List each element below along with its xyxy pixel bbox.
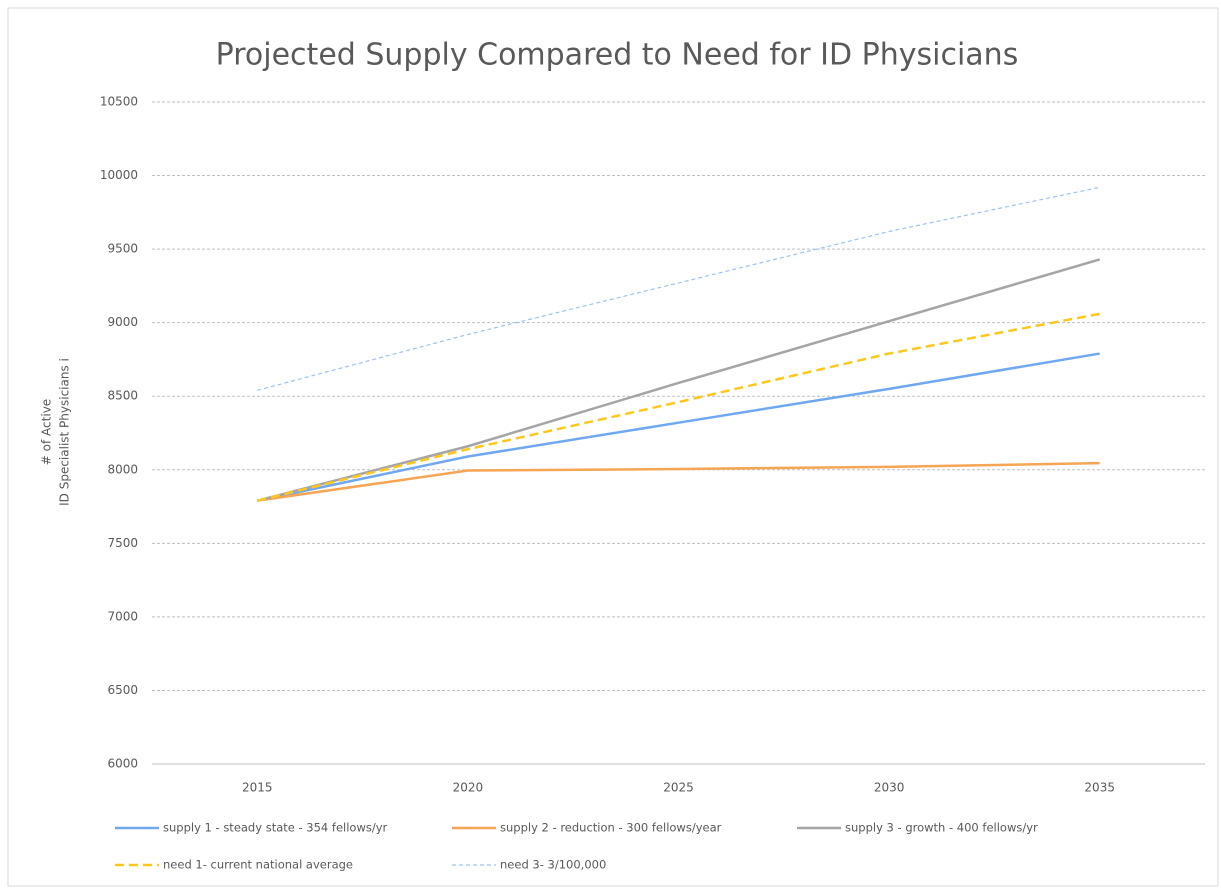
y-tick-label: 9500 — [107, 242, 138, 256]
x-tick-label: 2025 — [663, 781, 694, 795]
series-line — [257, 312, 1100, 502]
y-tick-label: 8500 — [107, 389, 138, 403]
y-tick-label: 10500 — [100, 95, 138, 109]
x-tick-label: 2035 — [1084, 781, 1115, 795]
chart-border — [7, 7, 1219, 887]
series-line — [257, 461, 1100, 502]
legend-label: need 1- current national average — [163, 858, 353, 872]
y-tick-label: 9000 — [107, 315, 138, 329]
series-line — [257, 186, 1100, 391]
y-tick-label: 10000 — [100, 168, 138, 182]
x-tick-label: 2030 — [874, 781, 905, 795]
x-tick-label: 2015 — [242, 781, 273, 795]
y-axis-label: # of Active — [40, 399, 54, 465]
legend-label: supply 1 - steady state - 354 fellows/yr — [163, 821, 388, 835]
x-tick-label: 2020 — [453, 781, 484, 795]
y-tick-label: 6000 — [107, 757, 138, 771]
series-line — [257, 352, 1100, 502]
legend-label: supply 2 - reduction - 300 fellows/year — [500, 821, 722, 835]
y-tick-label: 8000 — [107, 462, 138, 476]
legend-label: supply 3 - growth - 400 fellows/yr — [845, 821, 1038, 835]
y-tick-label: 7500 — [107, 536, 138, 550]
y-tick-label: 6500 — [107, 683, 138, 697]
y-tick-label: 7000 — [107, 609, 138, 623]
legend-label: need 3- 3/100,000 — [500, 858, 606, 872]
series-line — [256, 258, 1101, 502]
y-axis-label: ID Specialist Physicians i — [58, 358, 72, 506]
chart-title: Projected Supply Compared to Need for ID… — [216, 38, 1019, 73]
